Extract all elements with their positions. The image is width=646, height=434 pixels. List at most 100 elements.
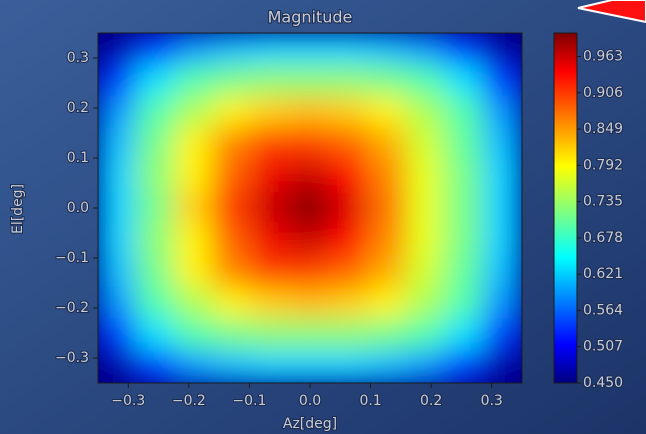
- y-axis-label: El[deg]: [10, 184, 26, 234]
- heatmap-cell: [366, 350, 408, 383]
- heatmap-cell: [98, 127, 138, 162]
- heatmap-cell: [98, 63, 138, 98]
- heatmap-cell: [482, 318, 522, 353]
- heatmap-cell: [135, 159, 177, 194]
- heatmap-cell: [366, 318, 408, 353]
- heatmap-cell: [212, 286, 254, 321]
- heatmap-cell: [289, 191, 331, 225]
- heatmap-cell: [482, 95, 522, 130]
- heatmap-cell: [405, 350, 446, 383]
- heatmap-cell: [482, 191, 522, 225]
- heatmap-cell: [98, 33, 138, 66]
- heatmap-cell: [212, 159, 254, 194]
- heatmap-cell: [328, 286, 369, 321]
- heatmap-cell: [443, 286, 485, 321]
- heatmap-cell: [135, 63, 177, 98]
- heatmap-cell: [251, 95, 292, 130]
- heatmap-cell: [289, 127, 331, 162]
- heatmap-cell: [405, 318, 446, 353]
- heatmap-cell: [366, 286, 408, 321]
- heatmap-cell: [289, 254, 331, 289]
- heatmap-cell: [212, 191, 254, 225]
- heatmap-cell: [212, 318, 254, 353]
- heatmap-cell: [174, 222, 215, 257]
- heatmap-cell: [98, 222, 138, 257]
- heatmap-cell: [366, 127, 408, 162]
- chart-title: Magnitude: [268, 8, 353, 27]
- heatmap-cell: [251, 159, 292, 194]
- heatmap-cell: [212, 63, 254, 98]
- x-tick-label: −0.1: [232, 393, 266, 409]
- heatmap-cell: [328, 63, 369, 98]
- colorbar: [553, 32, 578, 384]
- heatmap-cell: [289, 318, 331, 353]
- colorbar-tick-label: 0.849: [583, 121, 623, 137]
- heatmap-cell: [482, 33, 522, 66]
- heatmap-cell: [98, 286, 138, 321]
- y-tick-label: 0.3: [67, 50, 89, 66]
- y-tick-label: 0.1: [67, 150, 89, 166]
- y-tick-label: −0.3: [55, 350, 89, 366]
- heatmap-cell: [174, 254, 215, 289]
- heatmap-cell: [135, 254, 177, 289]
- heatmap-cell: [98, 350, 138, 383]
- heatmap-cell: [174, 286, 215, 321]
- colorbar-tick-label: 0.906: [583, 85, 623, 101]
- heatmap-cell: [135, 350, 177, 383]
- heatmap-cell: [174, 127, 215, 162]
- decoration: [577, 0, 646, 24]
- heatmap-cell: [405, 33, 446, 66]
- heatmap-cell: [289, 63, 331, 98]
- heatmap-cell: [174, 350, 215, 383]
- x-axis-label: Az[deg]: [283, 416, 337, 432]
- heatmap-cell: [443, 127, 485, 162]
- colorbar-tick-label: 0.678: [583, 230, 623, 246]
- heatmap-cell: [135, 33, 177, 66]
- heatmap-cell: [328, 318, 369, 353]
- y-tick-label: −0.1: [55, 250, 89, 266]
- heatmap-cell: [366, 222, 408, 257]
- x-tick-label: 0.3: [481, 393, 503, 409]
- heatmap-cell: [366, 254, 408, 289]
- heatmap-cell: [366, 95, 408, 130]
- heatmap-cell: [135, 191, 177, 225]
- heatmap-cell: [443, 318, 485, 353]
- heatmap-cell: [328, 33, 369, 66]
- heatmap-cell: [328, 191, 369, 225]
- heatmap-cell: [482, 254, 522, 289]
- x-tick-label: 0.2: [420, 393, 442, 409]
- heatmap-cell: [405, 254, 446, 289]
- heatmap-cell: [251, 191, 292, 225]
- heatmap-cell: [251, 63, 292, 98]
- heatmap-cell: [443, 191, 485, 225]
- colorbar-tick-label: 0.735: [583, 194, 623, 210]
- heatmap-cell: [212, 254, 254, 289]
- heatmap-cell: [212, 222, 254, 257]
- heatmap-cell: [443, 95, 485, 130]
- y-tick-label: 0.2: [67, 100, 89, 116]
- heatmap-cell: [212, 350, 254, 383]
- colorbar-tick-label: 0.564: [583, 302, 623, 318]
- heatmap-cell: [174, 63, 215, 98]
- heatmap-cell: [174, 318, 215, 353]
- heatmap-cell: [174, 191, 215, 225]
- heatmap-cell: [289, 350, 331, 383]
- heatmap-cell: [289, 159, 331, 194]
- heatmap-cell: [289, 33, 331, 66]
- x-tick-label: 0.0: [299, 393, 321, 409]
- y-tick-label: −0.2: [55, 300, 89, 316]
- heatmap-cell: [443, 350, 485, 383]
- heatmap-cell: [366, 159, 408, 194]
- heatmap-cell: [135, 318, 177, 353]
- heatmap-cell: [251, 254, 292, 289]
- heatmap-cell: [135, 222, 177, 257]
- heatmap-cell: [482, 350, 522, 383]
- heatmap-cell: [443, 159, 485, 194]
- colorbar-tick-label: 0.450: [583, 375, 623, 391]
- heatmap-cell: [482, 159, 522, 194]
- x-tick-label: 0.1: [359, 393, 381, 409]
- heatmap-cell: [98, 191, 138, 225]
- heatmap-cell: [405, 63, 446, 98]
- heatmap-cell: [482, 63, 522, 98]
